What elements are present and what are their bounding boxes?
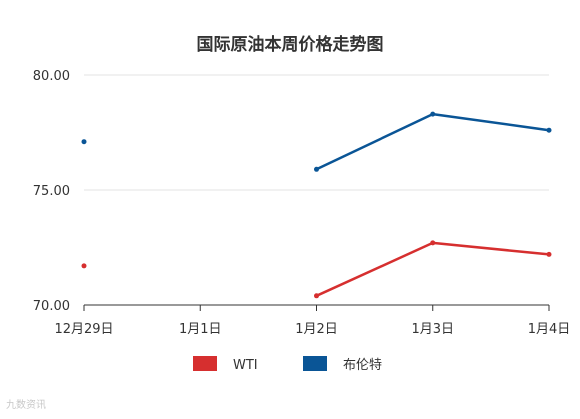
- x-tick-label: 1月3日: [411, 322, 454, 337]
- data-point: [81, 263, 87, 269]
- y-tick-label: 75.00: [33, 184, 70, 199]
- legend-label: WTI: [233, 358, 258, 373]
- data-point: [430, 111, 436, 117]
- series-line: [315, 241, 550, 297]
- data-point: [81, 139, 87, 145]
- legend[interactable]: WTI 布伦特: [193, 356, 382, 373]
- watermark-text: 九数资讯: [6, 400, 46, 411]
- legend-label: 布伦特: [343, 358, 382, 373]
- data-point: [314, 166, 319, 172]
- gridlines: [84, 74, 549, 191]
- axes: 80.00 75.00 70.00 12月29日 1月1日 1月2日 1月3日 1月4日: [33, 69, 570, 337]
- watermark: 九数资讯: [6, 396, 46, 411]
- legend-swatch: [193, 356, 217, 371]
- data-point: [430, 240, 436, 246]
- legend-swatch: [303, 356, 327, 371]
- x-tick-label: 12月29日: [54, 322, 113, 337]
- legend-item[interactable]: 布伦特: [303, 356, 382, 373]
- series-layer: [81, 111, 552, 299]
- x-tick-label: 1月1日: [179, 322, 222, 337]
- x-tick-label: 1月2日: [295, 322, 338, 337]
- y-tick-label: 70.00: [33, 299, 70, 314]
- data-point: [314, 293, 319, 299]
- legend-item[interactable]: WTI: [193, 356, 258, 373]
- series-1: [81, 240, 552, 299]
- data-point: [546, 127, 552, 133]
- series-line: [315, 112, 550, 171]
- x-tick-label: 1月4日: [528, 322, 571, 337]
- y-tick-label: 80.00: [33, 69, 70, 84]
- series-2: [81, 111, 552, 172]
- data-point: [546, 251, 552, 257]
- chart-title: 国际原油本周价格走势图: [197, 34, 384, 55]
